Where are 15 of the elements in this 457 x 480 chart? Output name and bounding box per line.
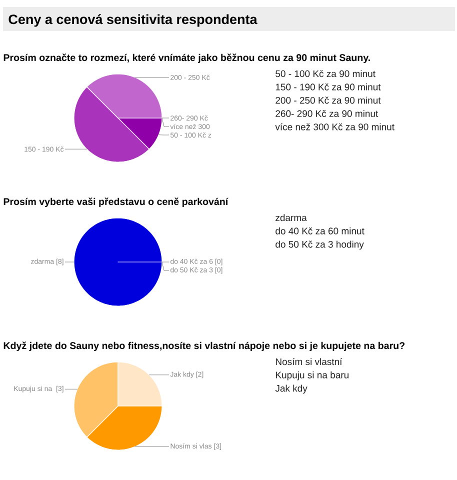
text: 50 - 100 Kč za 90 minut xyxy=(276,70,376,78)
text: 150 - 190 Kč za 90 minut xyxy=(276,83,381,90)
text: Nosím si vlastní xyxy=(276,358,342,366)
chart-title: Prosím vyberte vaši představu o ceně parkování xyxy=(4,198,228,208)
text: 200 - 250 Kč za 90 minut xyxy=(276,96,381,104)
chart-subtitle: Prosím označte to rozmezí, které vnímáte jako běžnou cenu za 90 minut Sauny. xyxy=(4,54,370,64)
text: více než 300 Kč za 90 minut xyxy=(275,123,394,130)
text: 260- 290 Kč za 90 minut xyxy=(276,110,378,117)
text: do 50 Kč za 3 hodiny xyxy=(276,240,364,250)
text: Jak kdy xyxy=(275,384,308,394)
text: Kupuju si na baru xyxy=(276,371,348,380)
chart-title: Ceny a cenová sensitivita respondenta xyxy=(8,14,258,27)
text: do 40 Kč za 60 minut xyxy=(276,227,364,234)
chart-title: Když jdete do Sauny nebo fitness,nosíte si vlastní nápoje nebo si je kupujete na baru? xyxy=(4,342,405,352)
text: zdarma xyxy=(276,214,307,222)
